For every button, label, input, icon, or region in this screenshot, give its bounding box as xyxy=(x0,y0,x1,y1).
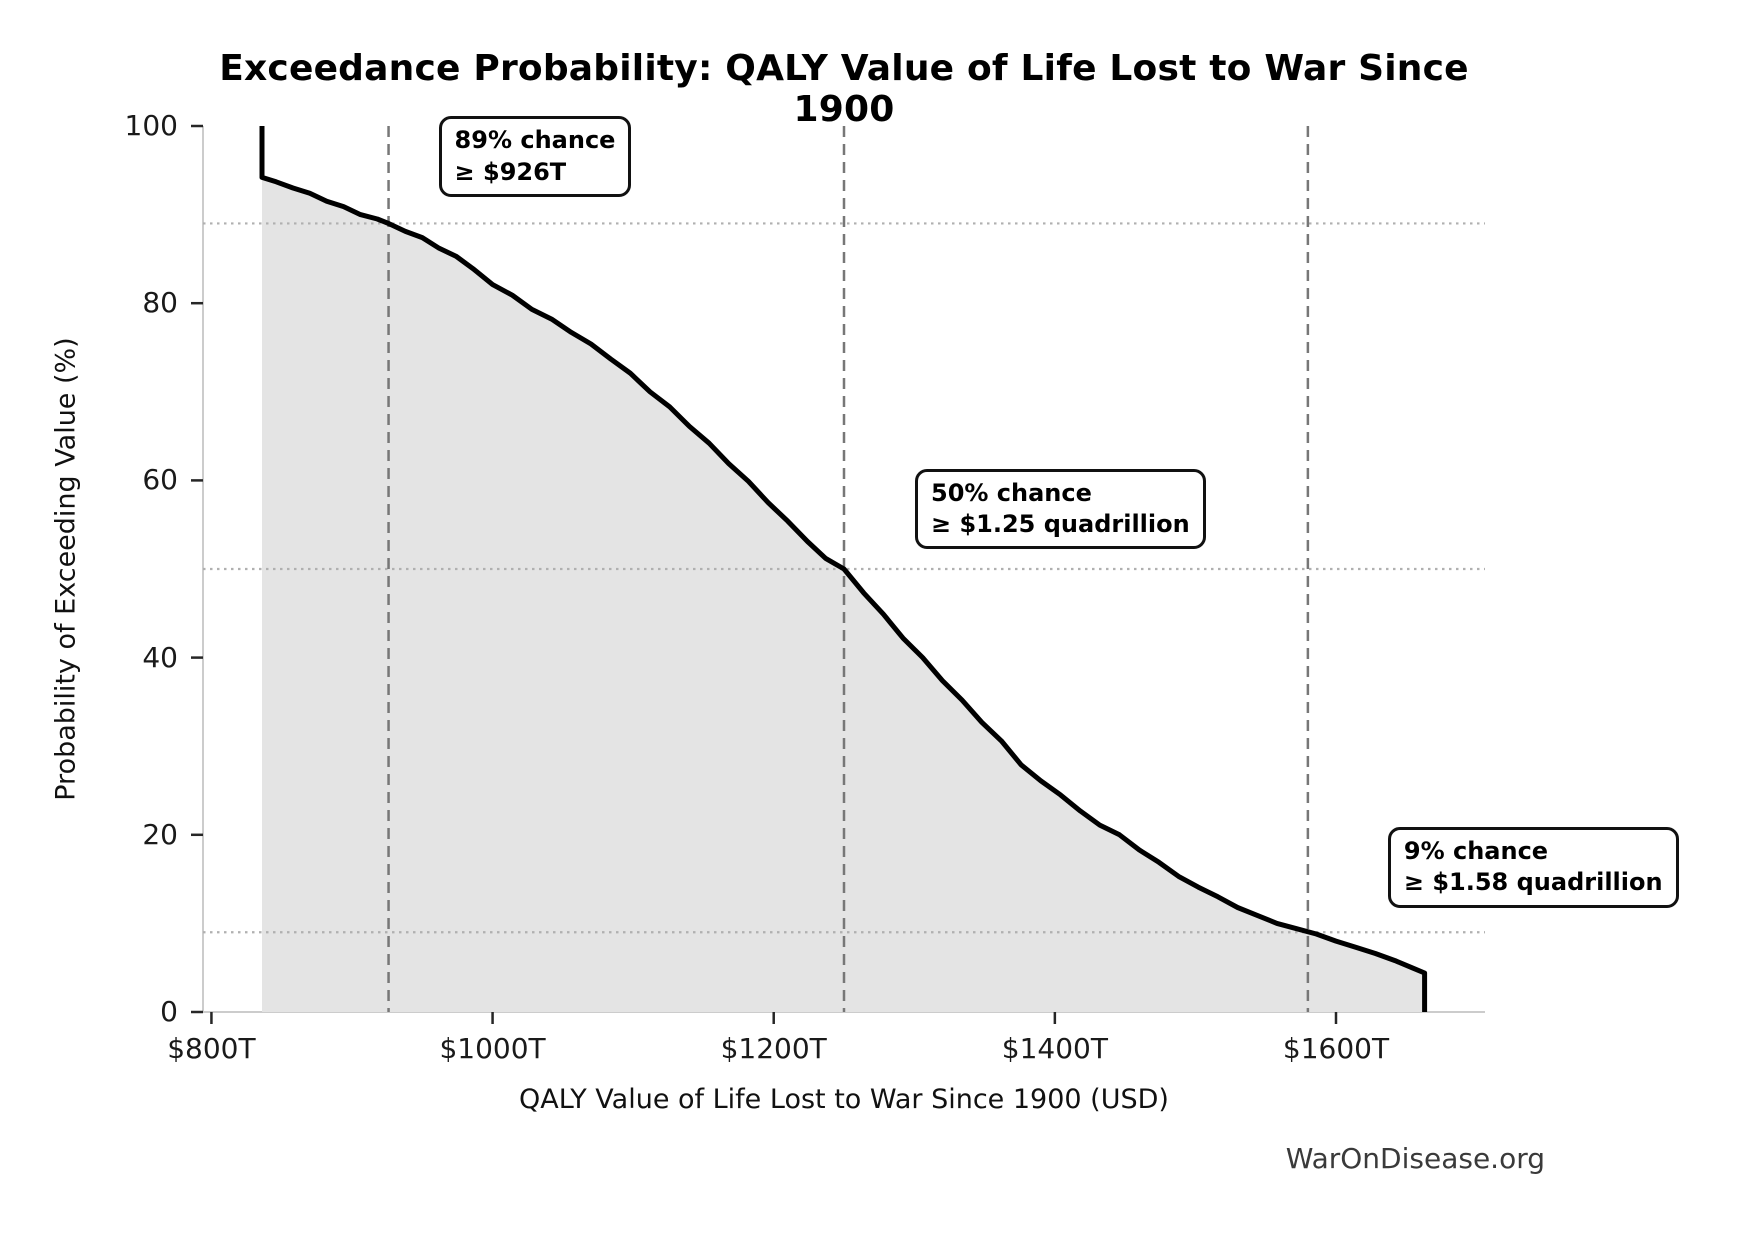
chart-title: Exceedance Probability: QALY Value of Li… xyxy=(219,48,1469,130)
x-tick-label: $1200T xyxy=(720,1032,827,1065)
y-tick-label: 100 xyxy=(124,109,178,142)
annotation-callout: 50% chance ≥ $1.25 quadrillion xyxy=(915,469,1206,550)
watermark: WarOnDisease.org xyxy=(1285,1142,1545,1175)
annotation-callout: 9% chance ≥ $1.58 quadrillion xyxy=(1387,827,1679,908)
y-axis-label: Probability of Exceeding Value (%) xyxy=(50,337,82,801)
annotation-value-text: ≥ $1.58 quadrillion xyxy=(1403,868,1663,897)
x-tick-label: $1400T xyxy=(1001,1032,1108,1065)
annotation-callout: 89% chance ≥ $926T xyxy=(438,116,632,197)
y-tick-label: 80 xyxy=(142,286,178,320)
x-axis-label: QALY Value of Life Lost to War Since 190… xyxy=(519,1084,1169,1115)
x-tick-label: $1000T xyxy=(439,1032,546,1065)
annotation-chance-text: 89% chance xyxy=(454,126,616,155)
exceedance-curve xyxy=(259,126,1428,1012)
y-tick-label: 60 xyxy=(142,463,178,497)
y-tick-label: 0 xyxy=(160,995,178,1028)
annotation-value-text: ≥ $1.25 quadrillion xyxy=(931,510,1190,539)
y-tick-label: 40 xyxy=(142,640,178,674)
annotation-value-text: ≥ $926T xyxy=(454,157,567,186)
annotation-chance-text: 50% chance xyxy=(931,479,1092,507)
annotation-chance-text: 9% chance xyxy=(1403,837,1549,866)
x-tick-label: $1600T xyxy=(1282,1032,1390,1065)
y-tick-label: 20 xyxy=(142,817,178,851)
x-tick-label: $800T xyxy=(167,1032,256,1065)
